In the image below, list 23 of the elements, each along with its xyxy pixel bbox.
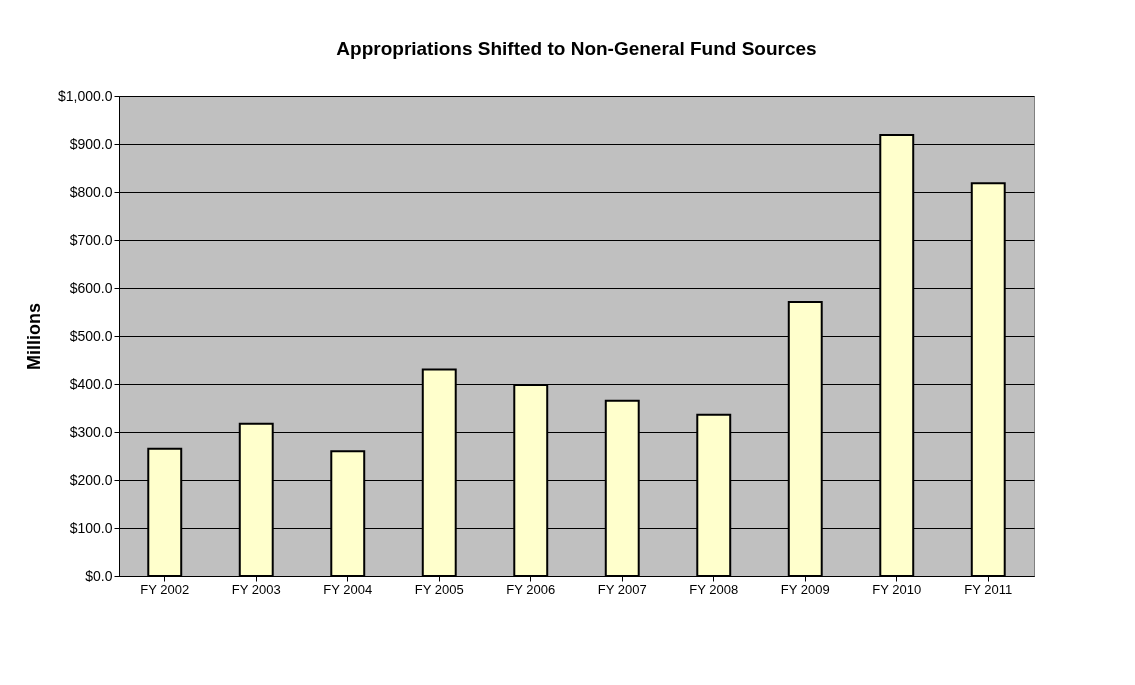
y-tick-label: $800.0	[69, 183, 113, 200]
x-tick-label: FY 2011	[964, 581, 1013, 597]
y-tick-label: $500.0	[69, 327, 113, 344]
y-axis-title: Millions	[24, 303, 44, 370]
x-tick-label: FY 2009	[780, 581, 830, 597]
y-tick-label: $600.0	[69, 279, 113, 296]
y-tick-label: $300.0	[69, 423, 113, 440]
x-tick-label: FY 2002	[140, 581, 190, 597]
y-tick-label: $100.0	[69, 519, 113, 536]
x-tick-label: FY 2007	[597, 581, 647, 597]
x-tick-label: FY 2003	[231, 581, 281, 597]
y-tick-label: $700.0	[69, 231, 113, 248]
x-tick-label: FY 2004	[323, 581, 373, 597]
y-tick-label: $400.0	[69, 375, 113, 392]
x-tick-label: FY 2006	[506, 581, 556, 597]
x-tick-label: FY 2005	[414, 581, 464, 597]
y-tick-label: $0.0	[85, 567, 113, 584]
x-tick-label: FY 2008	[689, 581, 739, 597]
chart-title: Appropriations Shifted to Non-General Fund Sources	[336, 38, 817, 59]
y-tick-label: $1,000.0	[58, 87, 113, 104]
x-tick-label: FY 2010	[872, 581, 922, 597]
y-tick-label: $200.0	[69, 471, 113, 488]
y-tick-label: $900.0	[69, 135, 113, 152]
